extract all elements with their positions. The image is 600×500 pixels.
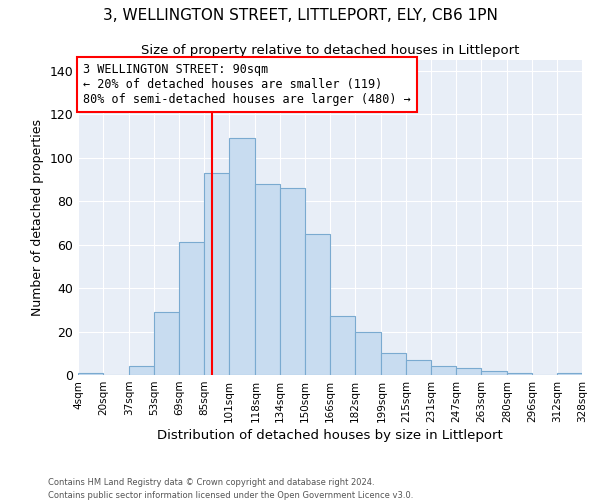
Bar <box>508 373 532 375</box>
Bar <box>382 354 406 375</box>
Y-axis label: Number of detached properties: Number of detached properties <box>31 119 44 316</box>
Bar <box>154 312 179 375</box>
Bar <box>406 360 431 375</box>
Bar <box>456 368 481 375</box>
Bar <box>179 242 204 375</box>
Text: 3 WELLINGTON STREET: 90sqm
← 20% of detached houses are smaller (119)
80% of sem: 3 WELLINGTON STREET: 90sqm ← 20% of deta… <box>83 63 411 106</box>
Bar <box>355 332 382 375</box>
Bar <box>229 138 256 375</box>
Text: Contains HM Land Registry data © Crown copyright and database right 2024.
Contai: Contains HM Land Registry data © Crown c… <box>48 478 413 500</box>
Bar <box>280 188 305 375</box>
Bar <box>330 316 355 375</box>
Bar <box>305 234 330 375</box>
Bar <box>557 373 582 375</box>
Bar <box>481 370 508 375</box>
Bar <box>204 173 229 375</box>
Text: 3, WELLINGTON STREET, LITTLEPORT, ELY, CB6 1PN: 3, WELLINGTON STREET, LITTLEPORT, ELY, C… <box>103 8 497 22</box>
X-axis label: Distribution of detached houses by size in Littleport: Distribution of detached houses by size … <box>157 429 503 442</box>
Bar <box>78 373 103 375</box>
Bar <box>130 366 154 375</box>
Bar <box>256 184 280 375</box>
Bar <box>431 366 456 375</box>
Title: Size of property relative to detached houses in Littleport: Size of property relative to detached ho… <box>141 44 519 58</box>
